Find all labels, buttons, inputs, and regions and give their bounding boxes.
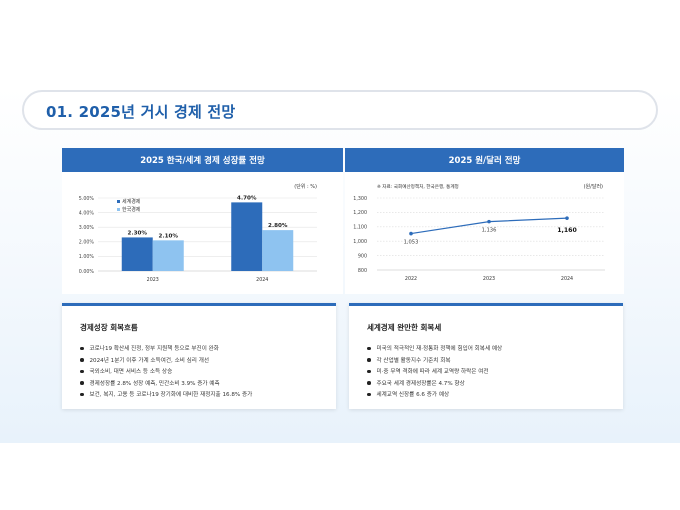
y-tick-label: 1,100 xyxy=(353,225,367,231)
data-label: 1,160 xyxy=(557,227,577,234)
y-tick-label: 1,300 xyxy=(353,196,367,202)
x-tick-label: 2022 xyxy=(405,276,417,282)
y-tick-label: 3.00% xyxy=(79,225,95,231)
exchange-line-chart: ※ 자료: 국회예산정책처, 한국은행, 통계청 (원/달러) 800 900 1,… xyxy=(353,183,605,282)
data-label: 2.10% xyxy=(159,233,179,239)
bar xyxy=(152,240,184,271)
growth-bar-chart: (단위 : %) 0.00%1.00%2.00%3.00%4.00%5.00% … xyxy=(79,183,317,283)
list-item-text: 경제성장률 2.8% 성장 예측, 민간소비 3.9% 증가 예측 xyxy=(89,380,220,387)
bullet-icon xyxy=(80,369,84,374)
list-item: 미국의 적극적인 재·정통화 정책에 힘입어 회복세 예상 xyxy=(367,344,502,356)
bar xyxy=(262,230,294,271)
unit-label: (원/달러) xyxy=(584,183,603,190)
y-tick-label: 1,000 xyxy=(353,239,367,245)
bullet-icon xyxy=(367,381,371,385)
bullet-icon xyxy=(367,358,371,362)
legend-swatch-world xyxy=(117,200,120,203)
bullet-icon xyxy=(367,392,371,397)
list-item: 주요국 세계 경제성장률은 4.7% 향상 xyxy=(367,379,502,391)
bullet-list: 코로나19 확산세 진정, 정부 지원책 등으로 부진이 완화 2024년 1분기… xyxy=(80,344,252,402)
exchange-chart-header: 2025 원/달러 전망 xyxy=(345,148,624,172)
list-item: 미·중 무역 격화에 따라 세계 교역량 하락은 여전 xyxy=(367,367,502,379)
data-label: 2.80% xyxy=(268,223,288,229)
list-item: 2024년 1분기 이후 가계 소득여건, 소비 심리 개선 xyxy=(80,356,252,368)
list-item-text: 보건, 복지, 고용 등 코로나19 장기화에 대비한 재정지출 16.8% 증… xyxy=(89,392,253,398)
list-item-text: 미·중 무역 격화에 따라 세계 교역량 하락은 여전 xyxy=(376,369,489,375)
list-item-text: 미국의 적극적인 재·정통화 정책에 힘입어 회복세 예상 xyxy=(376,346,503,352)
data-label: 1,053 xyxy=(404,240,419,246)
y-tick-label: 5.00% xyxy=(79,196,95,202)
list-item-text: 세계교역 신장률 6.6 증가 예상 xyxy=(376,392,450,398)
y-tick-label: 1.00% xyxy=(79,254,95,260)
data-label: 2.30% xyxy=(128,230,148,236)
card-global-recovery: 세계경제 완만한 회복세 미국의 적극적인 재·정통화 정책에 힘입어 회복세 … xyxy=(349,303,623,409)
legend-label-korea: 한국경제 xyxy=(122,206,141,213)
y-tick-label: 4.00% xyxy=(79,210,95,216)
x-tick-label: 2024 xyxy=(256,277,268,283)
list-item: 코로나19 확산세 진정, 정부 지원책 등으로 부진이 완화 xyxy=(80,344,252,356)
legend-label-world: 세계경제 xyxy=(122,198,141,205)
data-point xyxy=(487,219,491,224)
data-point xyxy=(565,216,569,220)
data-label: 4.70% xyxy=(237,195,257,201)
card-economic-recovery: 경제성장 회복흐름 코로나19 확산세 진정, 정부 지원책 등으로 부진이 완… xyxy=(62,303,336,409)
source-note: ※ 자료: 국회예산정책처, 한국은행, 통계청 xyxy=(377,183,459,190)
card-title: 세계경제 완만한 회복세 xyxy=(367,323,442,332)
y-tick-label: 800 xyxy=(358,268,367,274)
y-tick-label: 900 xyxy=(358,253,367,259)
list-item: 보건, 복지, 고용 등 코로나19 장기화에 대비한 재정지출 16.8% 증… xyxy=(80,390,252,402)
y-tick-label: 0.00% xyxy=(79,269,95,275)
list-item-text: 주요국 세계 경제성장률은 4.7% 향상 xyxy=(376,380,465,387)
legend-swatch-korea xyxy=(117,208,120,211)
exchange-chart-panel: ※ 자료: 국회예산정책처, 한국은행, 통계청 (원/달러) 800 900 1,… xyxy=(345,172,624,294)
bullet-icon xyxy=(367,346,371,351)
bar xyxy=(231,202,263,271)
list-item-text: 각 산업별 활동지수 기준치 회복 xyxy=(376,357,451,364)
bullet-icon xyxy=(367,369,371,374)
list-item: 국외소비, 대면 서비스 등 소득 상승 xyxy=(80,367,252,379)
y-tick-label: 1,200 xyxy=(353,210,367,216)
bullet-icon xyxy=(80,381,84,385)
list-item: 각 산업별 활동지수 기준치 회복 xyxy=(367,356,502,368)
growth-chart-header: 2025 한국/세계 경제 성장률 전망 xyxy=(62,148,343,172)
bullet-icon xyxy=(80,358,84,362)
bullet-icon xyxy=(80,392,84,397)
list-item-text: 코로나19 확산세 진정, 정부 지원책 등으로 부진이 완화 xyxy=(89,346,219,352)
data-label: 1,136 xyxy=(482,228,497,234)
bar xyxy=(121,237,153,271)
x-tick-label: 2023 xyxy=(147,277,159,283)
growth-chart-panel: (단위 : %) 0.00% 1.00% 2.00% 3.00% 4.00% 5.00% … xyxy=(62,172,343,294)
y-tick-label: 2.00% xyxy=(79,240,95,246)
bullet-icon xyxy=(80,346,84,351)
list-item-text: 2024년 1분기 이후 가계 소득여건, 소비 심리 개선 xyxy=(89,357,210,364)
page-title: 01. 2025년 거시 경제 전망 xyxy=(46,103,236,121)
unit-label: (단위 : %) xyxy=(294,183,317,190)
title-bar: 01. 2025년 거시 경제 전망 xyxy=(22,90,658,130)
x-tick-label: 2023 xyxy=(483,276,495,282)
list-item: 세계교역 신장률 6.6 증가 예상 xyxy=(367,390,502,402)
data-point xyxy=(409,231,413,236)
card-title: 경제성장 회복흐름 xyxy=(80,323,138,332)
x-tick-label: 2024 xyxy=(561,276,573,282)
list-item: 경제성장률 2.8% 성장 예측, 민간소비 3.9% 증가 예측 xyxy=(80,379,252,391)
list-item-text: 국외소비, 대면 서비스 등 소득 상승 xyxy=(89,369,173,375)
